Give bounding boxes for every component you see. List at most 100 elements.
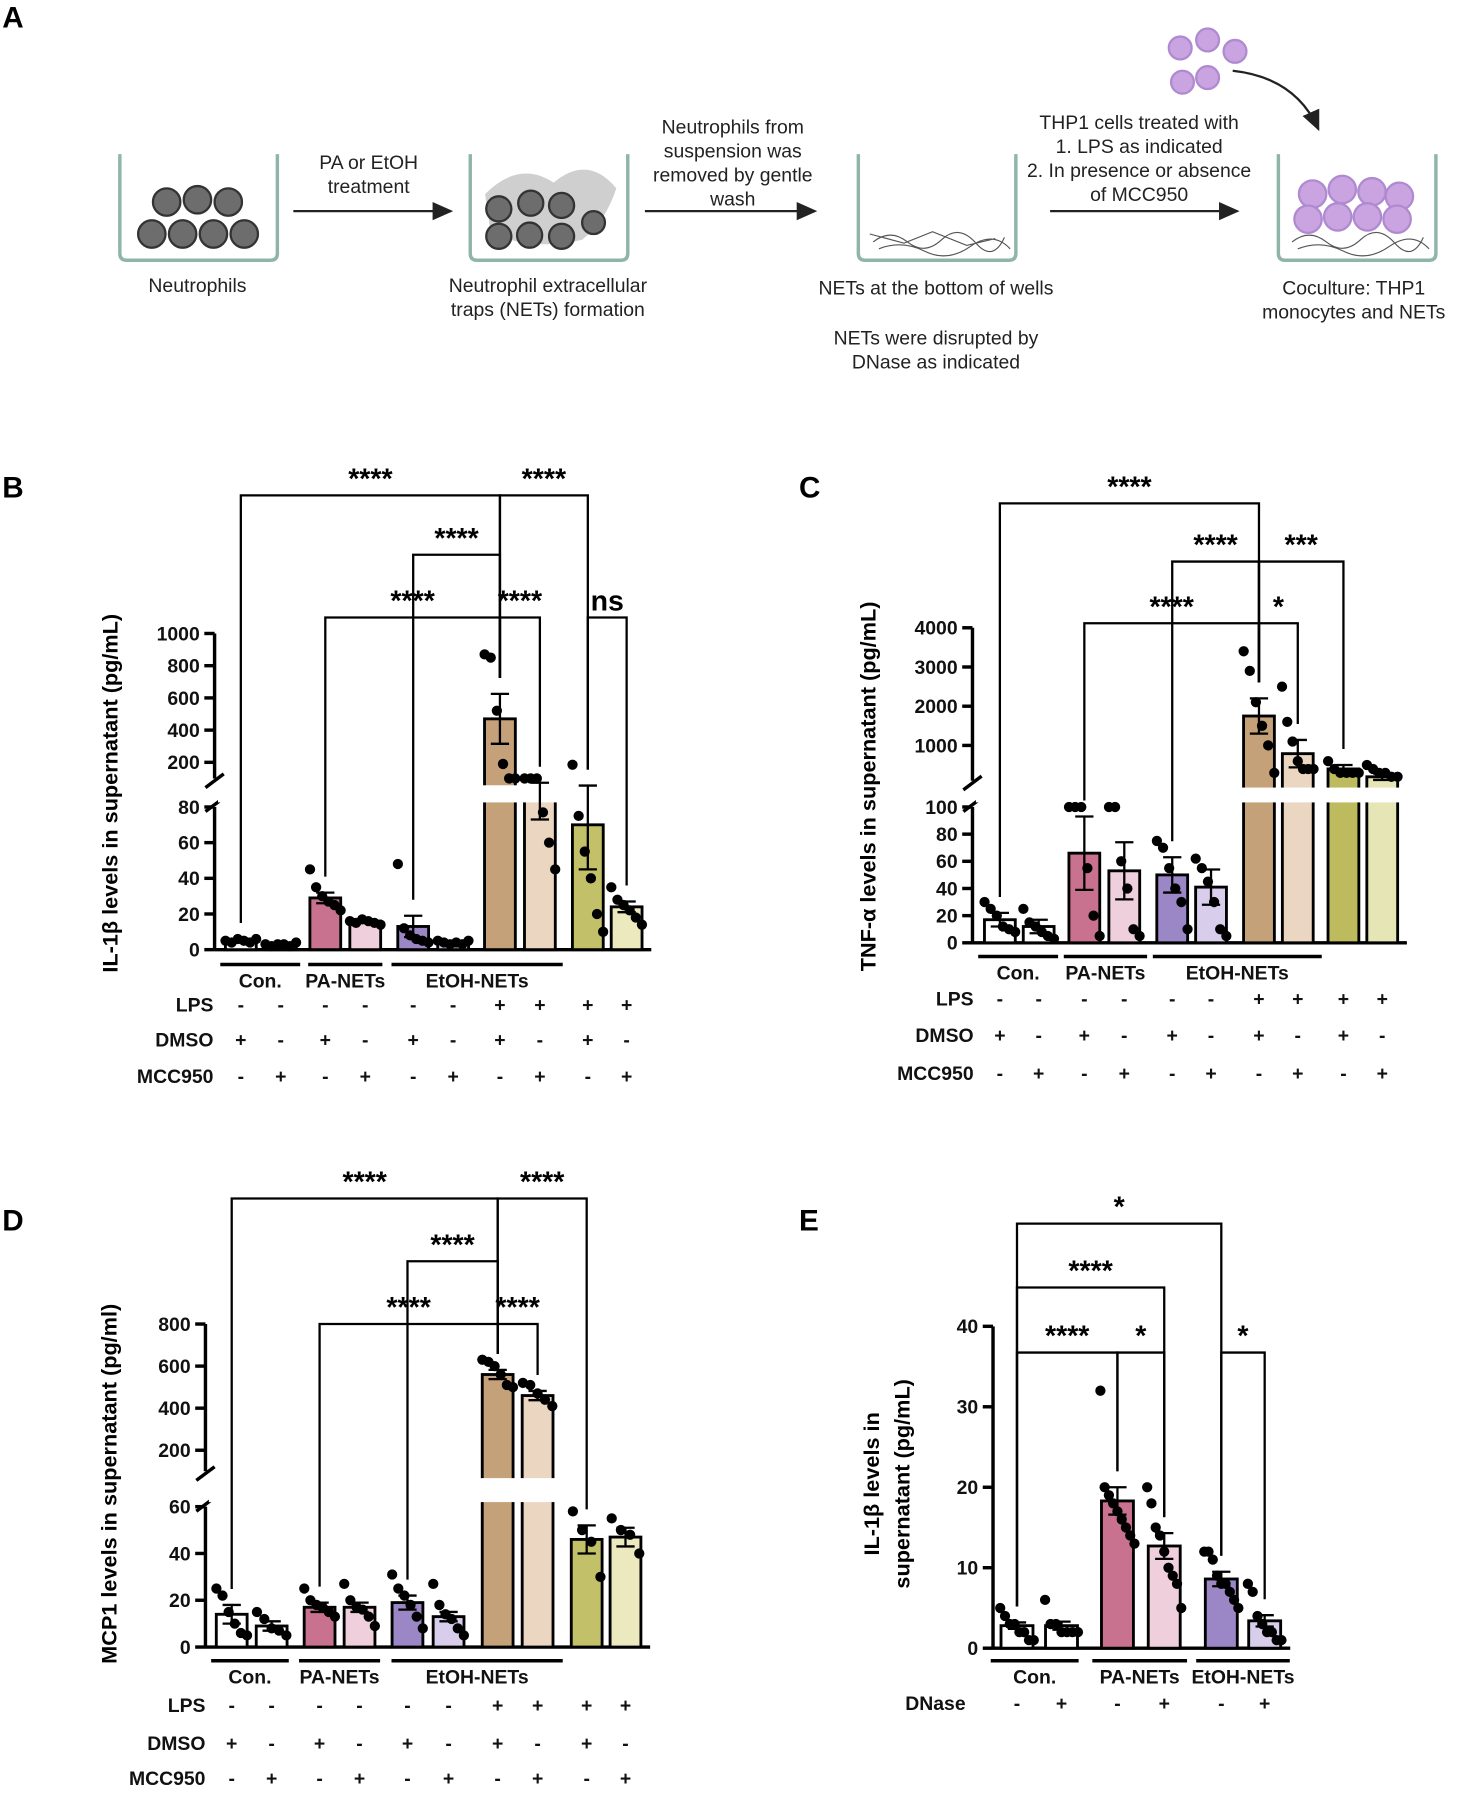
group-label: Con. xyxy=(228,1667,271,1689)
data-point xyxy=(223,1606,234,1618)
group-label: EtOH-NETs xyxy=(426,1667,529,1689)
data-point xyxy=(1142,1482,1153,1493)
data-point xyxy=(1116,1514,1127,1525)
treatment-sign: + xyxy=(1292,1063,1303,1085)
treatment-sign: + xyxy=(532,1695,543,1717)
treatment-sign: - xyxy=(1169,1063,1175,1085)
data-point xyxy=(1170,883,1181,894)
treatment-sign: + xyxy=(620,1695,631,1717)
chart: D MCP1 levels in supernatant (pg/ml) 0 20 40… xyxy=(2,1167,660,1790)
data-point xyxy=(539,1394,551,1405)
treatment-sign: + xyxy=(1292,989,1303,1011)
data-point xyxy=(1088,910,1099,921)
y-tick-label: 20 xyxy=(169,1590,191,1612)
significance-label: **** xyxy=(498,586,543,618)
treatment-sign: + xyxy=(534,994,545,1016)
data-point xyxy=(586,1536,597,1547)
data-point xyxy=(985,903,996,914)
treatment-sign: + xyxy=(581,1733,592,1755)
data-point xyxy=(1039,1594,1051,1606)
data-point xyxy=(1103,1490,1115,1501)
treatment-sign: - xyxy=(445,1733,451,1755)
treatment-sign: - xyxy=(278,1030,284,1052)
data-point xyxy=(979,896,990,908)
data-point xyxy=(1292,755,1303,767)
treatment-label: MCC950 xyxy=(897,1063,974,1085)
treatment-sign: + xyxy=(621,994,632,1016)
treatment-sign: - xyxy=(450,994,456,1016)
treatment-sign: - xyxy=(1208,989,1214,1011)
treatment-sign: + xyxy=(1259,1693,1270,1715)
data-point xyxy=(1256,720,1268,731)
significance-bracket xyxy=(498,616,542,767)
significance-label: **** xyxy=(1149,591,1194,623)
treatment-sign: + xyxy=(266,1768,277,1790)
treatment-sign: - xyxy=(623,1030,629,1052)
data-point xyxy=(387,1569,398,1580)
data-point xyxy=(1120,1522,1132,1533)
step-text: NETs at the bottom of wells xyxy=(818,277,1053,299)
data-point xyxy=(398,923,410,934)
data-point xyxy=(489,1360,500,1372)
error-bar xyxy=(1075,815,1094,891)
data-point xyxy=(1276,1635,1287,1646)
chart: C TNF-α levels in supernatant (pg/mL) 0 20 4… xyxy=(799,472,1417,1085)
data-point xyxy=(1221,930,1232,942)
bar xyxy=(483,717,517,952)
significance-bracket xyxy=(239,494,502,923)
data-point xyxy=(1353,767,1364,779)
y-tick-label: 80 xyxy=(936,824,958,846)
group-label: Con. xyxy=(1013,1667,1056,1689)
data-point xyxy=(606,1513,617,1524)
significance-label: * xyxy=(1114,1192,1126,1224)
treatment-sign: + xyxy=(226,1733,237,1755)
treatment-sign: - xyxy=(445,1695,451,1717)
data-point xyxy=(1252,1610,1263,1622)
treatment-sign: - xyxy=(1035,989,1041,1011)
data-point xyxy=(537,807,549,818)
treatment-sign: + xyxy=(275,1066,286,1088)
treatment-sign: - xyxy=(1379,1025,1385,1047)
nets xyxy=(869,231,1430,257)
treatment-sign: - xyxy=(1014,1693,1020,1715)
data-point xyxy=(1238,646,1249,657)
step-text: DNase as indicated xyxy=(852,352,1020,374)
data-point xyxy=(495,1369,506,1380)
treatment-sign: - xyxy=(1114,1693,1120,1715)
well xyxy=(118,154,280,262)
step-text: of MCC950 xyxy=(1090,184,1188,206)
y-tick-label: 4000 xyxy=(914,618,957,640)
treatment-label: DNase xyxy=(905,1693,966,1715)
bar xyxy=(1365,775,1400,945)
y-tick-label: 40 xyxy=(169,1543,191,1565)
y-tick-label: 10 xyxy=(957,1558,979,1580)
y-tick-label: 40 xyxy=(936,878,958,900)
step-text: wash xyxy=(709,188,755,210)
treatment-sign: + xyxy=(320,1030,331,1052)
data-point xyxy=(1072,1626,1084,1638)
data-point xyxy=(1095,1385,1106,1396)
treatment-sign: - xyxy=(410,1066,416,1088)
treatment-sign: - xyxy=(316,1768,322,1790)
data-point xyxy=(1176,896,1187,908)
well xyxy=(468,154,630,262)
data-point xyxy=(1392,771,1403,782)
treatment-sign: - xyxy=(362,1030,368,1052)
treatment-sign: - xyxy=(534,1733,540,1755)
data-point xyxy=(1128,924,1139,935)
nets-forming xyxy=(485,169,617,250)
panel-label: D xyxy=(2,1204,23,1237)
y-axis-label: MCP1 levels in supernatant (pg/ml) xyxy=(96,1304,121,1664)
treatment-sign: - xyxy=(356,1695,362,1717)
treatment-sign: - xyxy=(228,1768,234,1790)
group-label: Con. xyxy=(997,962,1040,984)
data-point xyxy=(1018,903,1029,914)
treatment-sign: + xyxy=(1205,1063,1216,1085)
y-tick-label: 200 xyxy=(167,752,199,774)
data-point xyxy=(1266,1626,1278,1638)
treatment-sign: + xyxy=(492,1695,503,1717)
data-point xyxy=(1287,736,1298,747)
treatment-sign: - xyxy=(1121,989,1127,1011)
group-label: PA-NETs xyxy=(1065,962,1145,984)
significance-label: **** xyxy=(495,1292,540,1324)
